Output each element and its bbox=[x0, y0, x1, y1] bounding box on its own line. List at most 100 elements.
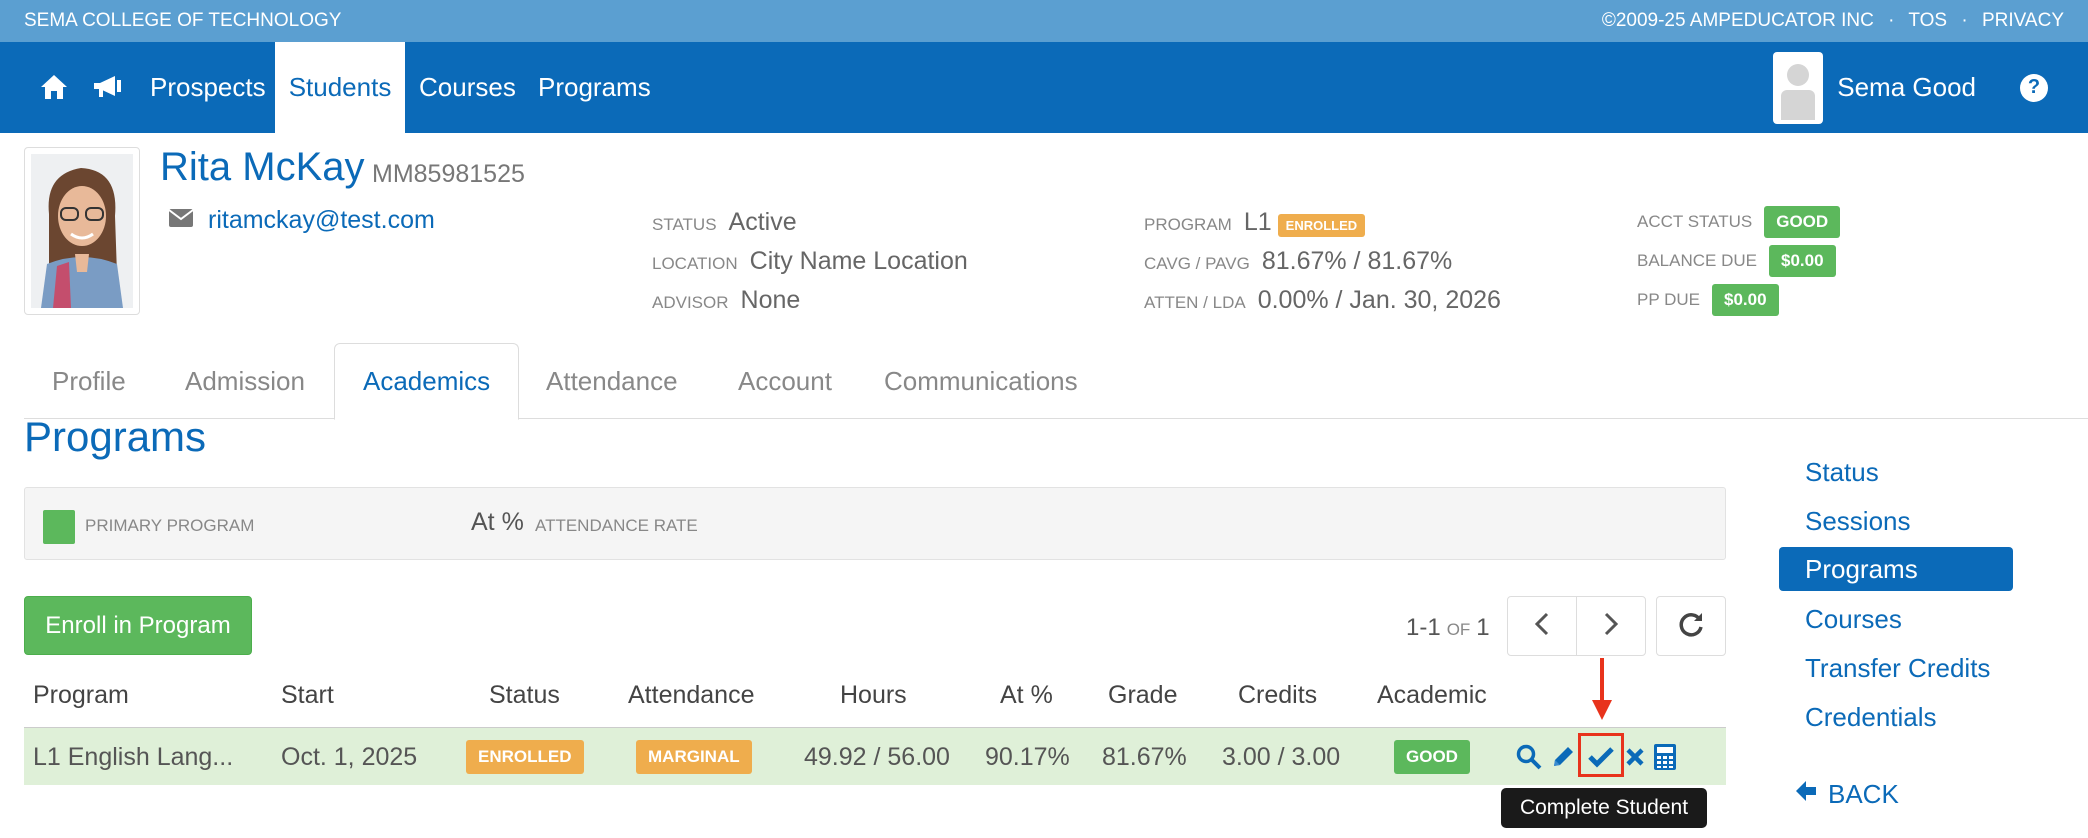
student-name: Rita McKay bbox=[160, 145, 365, 189]
atten-value: 0.00% / Jan. 30, 2026 bbox=[1257, 286, 1501, 314]
student-photo bbox=[24, 147, 140, 315]
pager-range: 1-1 bbox=[1406, 614, 1441, 641]
balance-badge: $0.00 bbox=[1768, 245, 1836, 277]
nav-prospects[interactable]: Prospects bbox=[150, 72, 266, 102]
primary-program-swatch bbox=[43, 510, 75, 544]
pencil-icon[interactable] bbox=[1548, 740, 1578, 774]
search-icon[interactable] bbox=[1514, 740, 1544, 774]
advisor-label: ADVISOR bbox=[652, 293, 729, 312]
next-page-button[interactable] bbox=[1576, 596, 1646, 656]
status-badge: ENROLLED bbox=[466, 740, 584, 774]
pp-label: PP DUE bbox=[1637, 290, 1700, 309]
cell-hours: 49.92 / 56.00 bbox=[804, 742, 950, 771]
advisor-value: None bbox=[740, 286, 801, 314]
sidebar-item-courses[interactable]: Courses bbox=[1805, 603, 1902, 634]
check-icon[interactable] bbox=[1586, 740, 1616, 774]
cavg-label: CAVG / PAVG bbox=[1144, 254, 1250, 273]
location-value: City Name Location bbox=[749, 247, 968, 275]
user-menu[interactable]: Sema Good ? bbox=[1773, 42, 2048, 133]
nav-programs[interactable]: Programs bbox=[538, 72, 651, 102]
cell-credits: 3.00 / 3.00 bbox=[1222, 742, 1341, 771]
previous-page-button[interactable] bbox=[1507, 596, 1577, 656]
advisor-field: ADVISOR None bbox=[652, 286, 800, 315]
sidebar-item-programs[interactable]: Programs bbox=[1779, 547, 2013, 591]
atten-field: ATTEN / LDA 0.00% / Jan. 30, 2026 bbox=[1144, 286, 1501, 315]
user-name: Sema Good bbox=[1837, 72, 1976, 102]
cell-attendance: MARGINAL bbox=[636, 728, 752, 786]
email-link[interactable]: ritamckay@test.com bbox=[208, 206, 435, 234]
help-icon[interactable]: ? bbox=[2020, 73, 2048, 102]
program-field: PROGRAM L1 ENROLLED bbox=[1144, 208, 1366, 237]
privacy-link[interactable]: PRIVACY bbox=[1981, 10, 2064, 31]
cell-start: Oct. 1, 2025 bbox=[281, 742, 418, 771]
separator: · bbox=[1961, 10, 1968, 31]
table-row[interactable]: L1 English Lang... Oct. 1, 2025 ENROLLED… bbox=[24, 727, 1726, 785]
attendance-rate-label: ATTENDANCE RATE bbox=[535, 516, 698, 535]
cell-grade: 81.67% bbox=[1102, 742, 1187, 771]
acct-status-badge: GOOD bbox=[1764, 206, 1841, 238]
primary-program-label: PRIMARY PROGRAM bbox=[85, 516, 255, 535]
pp-field: PP DUE $0.00 bbox=[1637, 284, 1779, 316]
cell-program: L1 English Lang... bbox=[33, 742, 234, 771]
avatar bbox=[1773, 51, 1824, 124]
pp-badge: $0.00 bbox=[1712, 284, 1779, 316]
refresh-icon bbox=[1677, 610, 1705, 643]
nav-students[interactable]: Students bbox=[275, 42, 405, 133]
calculator-icon[interactable] bbox=[1650, 740, 1680, 774]
nav-courses[interactable]: Courses bbox=[419, 72, 516, 102]
sidebar-item-credentials[interactable]: Credentials bbox=[1805, 701, 1937, 732]
col-header-attendance[interactable]: Attendance bbox=[628, 681, 755, 709]
pager-count: 1-1 OF 1 bbox=[1406, 614, 1490, 642]
status-field: STATUS Active bbox=[652, 208, 797, 237]
balance-label: BALANCE DUE bbox=[1637, 251, 1757, 270]
tab-academics[interactable]: Academics bbox=[334, 343, 520, 420]
student-tabs: Profile Admission Academics Attendance A… bbox=[24, 343, 2088, 420]
back-link[interactable]: BACK bbox=[1794, 779, 1899, 810]
student-email[interactable]: ritamckay@test.com bbox=[168, 206, 435, 235]
megaphone-icon[interactable] bbox=[90, 70, 124, 104]
top-links: ©2009-25 AMPEDUCATOR INC · TOS · PRIVACY bbox=[1602, 10, 2064, 32]
col-header-at-pct[interactable]: At % bbox=[1000, 681, 1053, 709]
pager-of: OF bbox=[1446, 620, 1471, 639]
sidebar-item-sessions[interactable]: Sessions bbox=[1805, 505, 1911, 536]
tab-profile[interactable]: Profile bbox=[52, 365, 126, 396]
home-icon[interactable] bbox=[37, 70, 71, 104]
enroll-in-program-button[interactable]: Enroll in Program bbox=[24, 596, 252, 655]
location-label: LOCATION bbox=[652, 254, 738, 273]
program-legend: PRIMARY PROGRAM At % ATTENDANCE RATE bbox=[24, 487, 1726, 560]
col-header-credits[interactable]: Credits bbox=[1238, 681, 1318, 709]
tab-account[interactable]: Account bbox=[738, 365, 832, 396]
sidebar-item-transfer-credits[interactable]: Transfer Credits bbox=[1805, 652, 1991, 683]
program-status-badge: ENROLLED bbox=[1277, 214, 1366, 237]
balance-field: BALANCE DUE $0.00 bbox=[1637, 245, 1836, 277]
pager-total: 1 bbox=[1476, 614, 1490, 641]
cell-at-pct: 90.17% bbox=[985, 742, 1070, 771]
atten-label: ATTEN / LDA bbox=[1144, 293, 1246, 312]
tab-attendance[interactable]: Attendance bbox=[546, 365, 678, 396]
tab-admission[interactable]: Admission bbox=[185, 365, 305, 396]
status-value: Active bbox=[728, 208, 797, 236]
main-navbar: Prospects Students Courses Programs Sema… bbox=[0, 42, 2088, 133]
col-header-program[interactable]: Program bbox=[33, 681, 129, 709]
chevron-left-icon bbox=[1534, 612, 1550, 641]
envelope-icon bbox=[168, 206, 194, 235]
back-label: BACK bbox=[1828, 779, 1899, 809]
col-header-status[interactable]: Status bbox=[489, 681, 560, 709]
top-bar: SEMA COLLEGE OF TECHNOLOGY ©2009-25 AMPE… bbox=[0, 0, 2088, 42]
separator: · bbox=[1888, 10, 1895, 31]
tos-link[interactable]: TOS bbox=[1908, 10, 1948, 31]
program-value: L1 bbox=[1243, 208, 1272, 236]
col-header-start[interactable]: Start bbox=[281, 681, 334, 709]
tab-communications[interactable]: Communications bbox=[884, 365, 1078, 396]
col-header-grade[interactable]: Grade bbox=[1108, 681, 1178, 709]
refresh-button[interactable] bbox=[1656, 596, 1726, 656]
student-id: MM85981525 bbox=[372, 160, 525, 188]
status-label: STATUS bbox=[652, 215, 717, 234]
school-name: SEMA COLLEGE OF TECHNOLOGY bbox=[24, 10, 342, 31]
close-icon[interactable] bbox=[1620, 740, 1650, 774]
col-header-academic[interactable]: Academic bbox=[1377, 681, 1487, 709]
col-header-hours[interactable]: Hours bbox=[840, 681, 907, 709]
sidebar-item-status[interactable]: Status bbox=[1805, 456, 1879, 487]
arrow-annotation bbox=[1591, 658, 1613, 727]
at-pct-label: At % bbox=[471, 508, 524, 536]
